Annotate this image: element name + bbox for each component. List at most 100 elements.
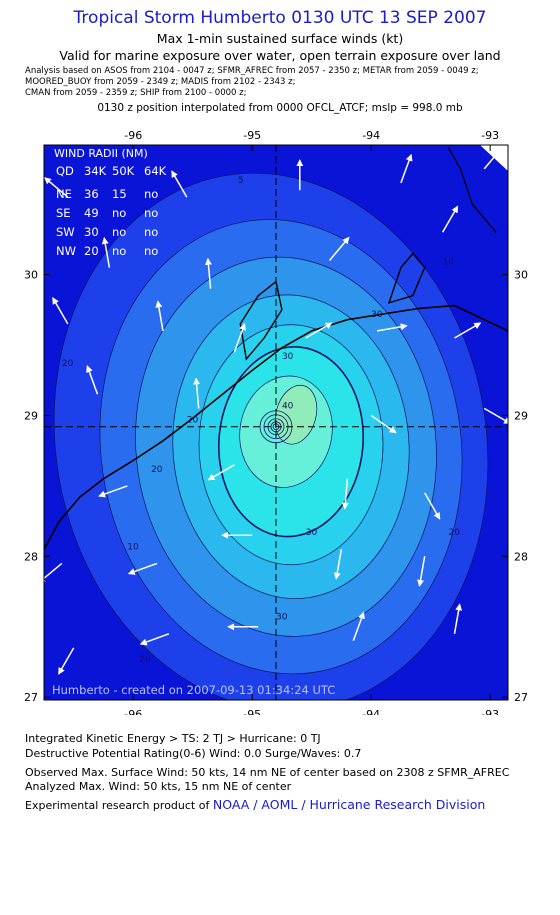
contour-label: 10: [127, 542, 139, 552]
wind-vector: [98, 485, 128, 498]
chart-subtitle-exposure: Valid for marine exposure over water, op…: [59, 48, 501, 63]
analysis-sources-line-1: Analysis based on ASOS from 2104 - 0047 …: [25, 66, 479, 76]
y-tick-label-right: 30: [514, 269, 528, 282]
credit-prefix: Experimental research product of: [25, 799, 210, 812]
ike-text: Integrated Kinetic Energy > TS: 2 TJ > H…: [25, 732, 321, 745]
wind-vector: [333, 549, 343, 580]
x-tick-label-bottom: -94: [362, 708, 380, 715]
wind-vector: [328, 236, 350, 261]
contour-label: 20: [449, 528, 461, 538]
wind-radii-header: 50K: [112, 164, 135, 178]
x-tick-label-top: -96: [124, 129, 142, 142]
wind-radii-header: 34K: [84, 164, 107, 178]
wind-radii-title: WIND RADII (NM): [54, 147, 148, 160]
contour-label: 20: [62, 359, 74, 369]
wind-vector: [453, 603, 463, 634]
y-tick-label-left: 30: [24, 269, 38, 282]
observed-max-wind: Observed Max. Surface Wind: 50 kts, 14 n…: [25, 766, 510, 779]
x-tick-label-top: -93: [481, 129, 499, 142]
wind-vector: [305, 322, 333, 339]
hrd-link[interactable]: NOAA / AOML / Hurricane Research Divisio…: [212, 797, 486, 812]
wind-vector: [441, 205, 459, 233]
wind-vector: [400, 153, 413, 184]
contour-label: 30: [371, 310, 383, 320]
wind-map: 5 10 20 30 30 20 20 20 30 40 10 20 30 WIND RADII (NM)…: [24, 129, 528, 715]
contour-label: 20: [139, 655, 151, 665]
analysis-sources-line-2: MOORED_BUOY from 2059 - 2349 z; MADIS fr…: [25, 77, 296, 87]
contour-label: 30: [282, 352, 294, 362]
wind-radii-cell: 15: [112, 187, 127, 201]
chart-subtitle: Max 1-min sustained surface winds (kt): [156, 31, 404, 46]
wind-vector: [58, 647, 75, 675]
y-tick-label-right: 29: [514, 409, 528, 422]
wind-vector: [207, 464, 235, 481]
axes: -96 -96 -95 -95 -94 -94 -93 -93 27 27 28 28 29 29 30 30: [24, 129, 528, 715]
river-outline: [447, 147, 497, 233]
wind-vector: [52, 297, 69, 325]
wind-vector: [341, 478, 349, 510]
wind-radii-cell: no: [112, 225, 126, 239]
contour-label: 30: [306, 528, 318, 538]
contour-label: 10: [443, 258, 455, 268]
y-tick-label-right: 28: [514, 550, 528, 563]
analyzed-max-wind: Analyzed Max. Wind: 50 kts, 15 nm NE of …: [25, 780, 292, 793]
chart-title: Tropical Storm Humberto 0130 UTC 13 SEP …: [73, 8, 487, 28]
wind-radii-cell: 49: [84, 206, 99, 220]
wind-radii-cell: no: [144, 206, 158, 220]
wind-vector: [139, 633, 170, 646]
plot-frame: [43, 144, 509, 701]
wind-radii-cell: 30: [84, 225, 99, 239]
wind-vector: [204, 257, 212, 289]
credit-line: Experimental research product of NOAA / …: [25, 797, 485, 812]
wind-vector: [424, 492, 441, 520]
analysis-sources-line-3: CMAN from 2059 - 2359 z; SHIP from 2100 …: [25, 88, 247, 98]
contour-label: 30: [276, 613, 288, 623]
wind-vector: [483, 145, 505, 170]
wind-radii-cell: no: [144, 187, 158, 201]
wind-vector: [101, 237, 111, 268]
dpr-text: Destructive Potential Rating(0-6) Wind: …: [25, 747, 362, 760]
y-tick-label-left: 29: [24, 409, 38, 422]
wind-vector: [171, 170, 188, 198]
y-tick-label-right: 27: [514, 691, 528, 704]
x-tick-label-bottom: -96: [124, 708, 142, 715]
wind-vector: [483, 407, 508, 424]
y-tick-label-left: 27: [24, 691, 38, 704]
map-credit: Humberto - created on 2007-09-13 01:34:2…: [52, 683, 335, 697]
wind-vector: [417, 556, 426, 587]
x-tick-label-bottom: -93: [481, 708, 499, 715]
plot-area: 5 10 20 30 30 20 20 20 30 40 10 20 30 WIND RADII (NM)…: [44, 145, 508, 700]
x-tick-label-top: -94: [362, 129, 380, 142]
wind-vector: [155, 300, 164, 332]
contour-label: 20: [151, 465, 163, 475]
wind-vector: [454, 322, 482, 339]
wind-radii-cell: 36: [84, 187, 99, 201]
wind-radii-cell: no: [144, 225, 158, 239]
wind-vector: [352, 611, 365, 642]
contour-label: 20: [187, 416, 199, 426]
wind-radii-cell: NW: [56, 244, 76, 258]
wind-radii-header: QD: [56, 164, 74, 178]
wind-vector: [44, 562, 63, 584]
wind-vector: [44, 177, 69, 198]
sabine-lake-outline: [387, 252, 426, 304]
wind-radii-cell: 20: [84, 244, 99, 258]
contour-label: 5: [238, 176, 244, 186]
wind-vector: [370, 414, 397, 434]
wind-contour-band: [274, 384, 318, 445]
wind-vector: [127, 562, 158, 575]
wind-radii-cell: no: [112, 206, 126, 220]
wind-radii-cell: SE: [56, 206, 71, 220]
position-note: 0130 z position interpolated from 0000 O…: [97, 102, 463, 114]
coastline: [44, 304, 508, 550]
wind-radii-cell: no: [112, 244, 126, 258]
wind-radii-cell: NE: [56, 187, 72, 201]
x-tick-label-top: -95: [243, 129, 261, 142]
wind-vector: [233, 322, 246, 353]
y-tick-label-left: 28: [24, 550, 38, 563]
wind-radii-header: 64K: [144, 164, 167, 178]
wind-vector: [193, 377, 201, 409]
contour-label: 40: [282, 401, 294, 411]
wind-radii-cell: no: [144, 244, 158, 258]
wind-vector: [86, 365, 99, 395]
